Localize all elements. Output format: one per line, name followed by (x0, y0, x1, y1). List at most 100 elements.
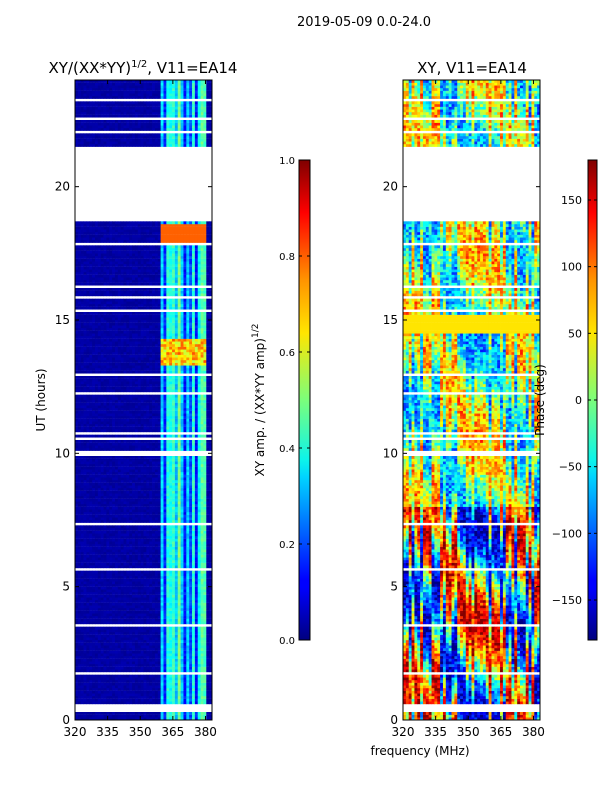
heatmap-cell (195, 664, 198, 667)
heatmap-cell (141, 509, 144, 512)
heatmap-cell (195, 560, 198, 563)
heatmap-cell (144, 613, 147, 616)
heatmap-cell (152, 427, 155, 430)
heatmap-cell (129, 667, 132, 670)
heatmap-cell (106, 669, 109, 672)
heatmap-cell (132, 448, 135, 451)
heatmap-cell (126, 653, 129, 656)
heatmap-cell (201, 459, 204, 462)
heatmap-cell (129, 456, 132, 459)
heatmap-row (75, 712, 212, 715)
heatmap-cell (121, 651, 124, 654)
heatmap-cell (169, 675, 172, 678)
heatmap-cell (178, 531, 181, 534)
heatmap-cell (138, 688, 141, 691)
heatmap-cell (109, 675, 112, 678)
heatmap-cell (146, 533, 149, 536)
heatmap-cell (86, 680, 89, 683)
heatmap-cell (112, 669, 115, 672)
heatmap-cell (144, 424, 147, 427)
heatmap-cell (138, 424, 141, 427)
heatmap-cell (89, 619, 92, 622)
heatmap-cell (98, 661, 101, 664)
heatmap-cell (109, 600, 112, 603)
heatmap-cell (115, 605, 118, 608)
heatmap-cell (106, 461, 109, 464)
heatmap-cell (198, 419, 201, 422)
heatmap-cell (186, 589, 189, 592)
heatmap-cell (112, 483, 115, 486)
heatmap-cell (109, 712, 112, 715)
heatmap-row (75, 477, 212, 480)
heatmap-cell (132, 525, 135, 528)
heatmap-cell (198, 555, 201, 558)
heatmap-cell (169, 499, 172, 502)
heatmap-cell (149, 517, 152, 520)
heatmap-cell (104, 587, 107, 590)
heatmap-cell (146, 605, 149, 608)
heatmap-cell (132, 501, 135, 504)
heatmap-cell (101, 421, 104, 424)
heatmap-cell (129, 536, 132, 539)
heatmap-cell (98, 515, 101, 518)
heatmap-cell (158, 472, 161, 475)
heatmap-cell (172, 685, 175, 688)
heatmap-cell (132, 629, 135, 632)
heatmap-cell (112, 520, 115, 523)
heatmap-cell (198, 712, 201, 715)
heatmap-cell (158, 661, 161, 664)
heatmap-cell (124, 693, 127, 696)
heatmap-cell (138, 488, 141, 491)
heatmap-cell (101, 504, 104, 507)
heatmap-cell (112, 656, 115, 659)
heatmap-cell (169, 688, 172, 691)
heatmap-cell (172, 544, 175, 547)
heatmap-cell (132, 493, 135, 496)
heatmap-cell (161, 683, 164, 686)
heatmap-cell (121, 560, 124, 563)
heatmap-cell (124, 632, 127, 635)
heatmap-cell (135, 515, 138, 518)
heatmap-cell (92, 555, 95, 558)
heatmap-cell (189, 517, 192, 520)
heatmap-cell (169, 429, 172, 432)
heatmap-cell (163, 600, 166, 603)
heatmap-row (75, 565, 212, 568)
heatmap-cell (146, 421, 149, 424)
heatmap-cell (86, 667, 89, 670)
heatmap-cell (172, 645, 175, 648)
heatmap-cell (138, 573, 141, 576)
heatmap-cell (135, 600, 138, 603)
heatmap-cell (158, 560, 161, 563)
heatmap-cell (152, 659, 155, 662)
heatmap-cell (98, 616, 101, 619)
heatmap-cell (118, 651, 121, 654)
heatmap-cell (206, 456, 209, 459)
heatmap-cell (124, 600, 127, 603)
heatmap-cell (163, 576, 166, 579)
heatmap-cell (118, 485, 121, 488)
heatmap-cell (132, 555, 135, 558)
heatmap-cell (198, 584, 201, 587)
heatmap-cell (129, 472, 132, 475)
heatmap-cell (201, 651, 204, 654)
heatmap-cell (166, 571, 169, 574)
heatmap-cell (192, 573, 195, 576)
heatmap-cell (92, 659, 95, 662)
heatmap-cell (86, 683, 89, 686)
heatmap-cell (201, 467, 204, 470)
heatmap-cell (144, 627, 147, 630)
heatmap-cell (98, 621, 101, 624)
heatmap-cell (115, 584, 118, 587)
heatmap-cell (115, 509, 118, 512)
heatmap-cell (121, 640, 124, 643)
heatmap-cell (95, 528, 98, 531)
heatmap-cell (84, 483, 87, 486)
heatmap-cell (89, 589, 92, 592)
heatmap-cell (101, 635, 104, 638)
heatmap-cell (129, 488, 132, 491)
heatmap-cell (84, 595, 87, 598)
heatmap-cell (112, 496, 115, 499)
heatmap-cell (172, 693, 175, 696)
heatmap-cell (189, 680, 192, 683)
